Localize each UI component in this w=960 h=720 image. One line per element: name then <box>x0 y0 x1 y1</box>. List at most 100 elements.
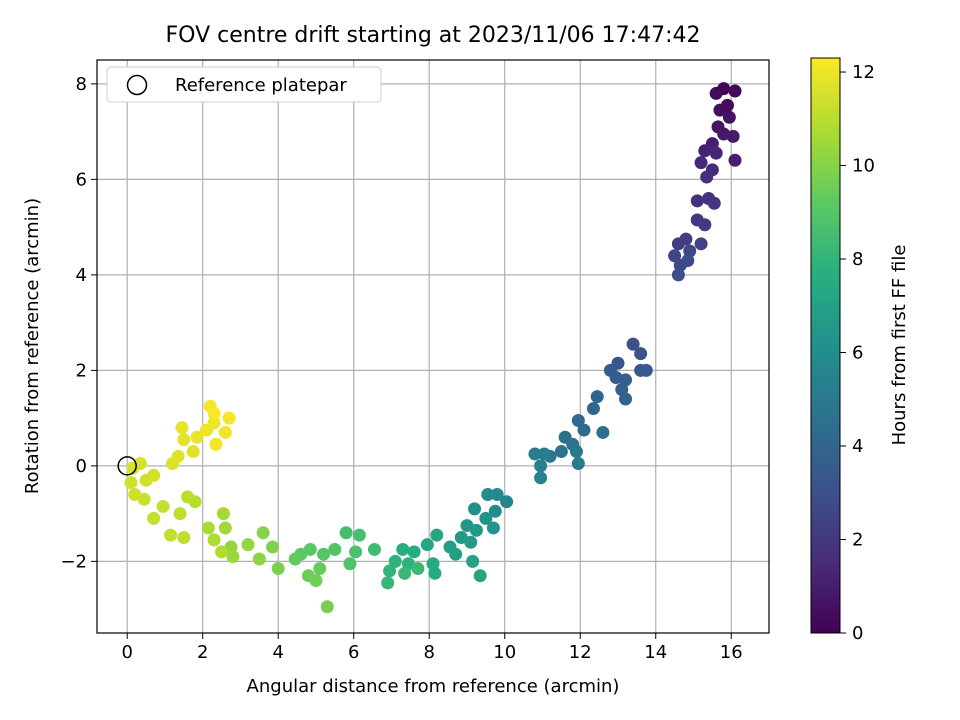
data-point <box>309 573 323 587</box>
data-point <box>156 499 170 513</box>
data-point <box>490 488 504 502</box>
data-point <box>407 545 421 559</box>
data-point <box>317 547 331 561</box>
y-tick-label: 6 <box>76 169 87 190</box>
x-tick-label: 6 <box>348 642 359 663</box>
data-point <box>420 538 434 552</box>
data-point <box>381 576 395 590</box>
y-axis-ticks: −2 0 2 4 6 8 <box>60 74 97 572</box>
data-point <box>266 540 280 554</box>
data-point <box>124 476 138 490</box>
x-tick-label: 0 <box>121 642 132 663</box>
data-point <box>207 406 221 420</box>
legend-label-reference: Reference platepar <box>175 75 347 96</box>
x-tick-label: 8 <box>423 642 434 663</box>
x-tick-label: 4 <box>272 642 283 663</box>
x-tick-label: 10 <box>493 642 516 663</box>
data-point <box>215 545 229 559</box>
data-point <box>128 488 142 502</box>
data-point <box>226 550 240 564</box>
data-point <box>428 566 442 580</box>
data-point <box>430 528 444 542</box>
data-point <box>586 402 600 416</box>
data-point <box>700 170 714 184</box>
data-point <box>671 268 685 282</box>
data-point <box>218 425 232 439</box>
data-point <box>186 445 200 459</box>
data-point <box>528 447 542 461</box>
data-point <box>698 144 712 158</box>
data-point <box>679 232 693 246</box>
x-axis-label: Angular distance from reference (arcmin) <box>247 676 620 697</box>
colorbar-tick-label: 0 <box>852 623 863 644</box>
data-point <box>398 566 412 580</box>
data-point <box>537 447 551 461</box>
colorbar: 0 2 4 6 8 10 12 Hours from first FF file <box>810 57 910 644</box>
y-tick-label: 0 <box>76 456 87 477</box>
data-point <box>619 392 633 406</box>
legend-box <box>106 66 382 103</box>
data-point <box>554 445 568 459</box>
data-point <box>349 545 363 559</box>
data-point <box>722 110 736 124</box>
x-tick-label: 14 <box>644 642 667 663</box>
data-point <box>469 523 483 537</box>
data-point <box>534 459 548 473</box>
data-point <box>339 526 353 540</box>
data-point <box>241 538 255 552</box>
data-point <box>388 554 402 568</box>
data-point <box>147 468 161 482</box>
gridlines <box>97 60 769 633</box>
data-point <box>596 425 610 439</box>
data-point <box>690 194 704 208</box>
data-point <box>626 337 640 351</box>
data-point <box>313 562 327 576</box>
y-tick-label: −2 <box>60 551 87 572</box>
data-point <box>464 535 478 549</box>
x-tick-label: 2 <box>197 642 208 663</box>
data-point <box>569 445 583 459</box>
data-point <box>222 411 236 425</box>
data-point <box>181 490 195 504</box>
data-point <box>173 507 187 521</box>
data-point <box>396 542 410 556</box>
x-tick-label: 12 <box>569 642 592 663</box>
data-point <box>288 552 302 566</box>
colorbar-tick-label: 12 <box>852 62 875 83</box>
data-point <box>713 103 727 117</box>
data-point <box>207 416 221 430</box>
data-point <box>468 502 482 516</box>
y-tick-label: 8 <box>76 74 87 95</box>
data-point <box>256 526 270 540</box>
data-point <box>216 507 230 521</box>
data-point <box>201 521 215 535</box>
reference-point-marker <box>117 456 137 476</box>
colorbar-label: Hours from first FF file <box>889 245 910 446</box>
colorbar-tick-label: 2 <box>852 530 863 551</box>
colorbar-tick-label: 10 <box>852 156 875 177</box>
data-point <box>271 562 285 576</box>
data-point <box>534 471 548 485</box>
data-point <box>728 153 742 167</box>
data-point <box>367 542 381 556</box>
y-tick-label: 2 <box>76 360 87 381</box>
x-tick-label: 16 <box>720 642 743 663</box>
colorbar-ticks: 0 2 4 6 8 10 12 <box>840 62 875 644</box>
y-axis-label: Rotation from reference (arcmin) <box>22 198 43 494</box>
colorbar-tick-label: 4 <box>852 436 863 457</box>
y-tick-label: 4 <box>76 265 87 286</box>
data-point <box>726 129 740 143</box>
data-point <box>709 146 723 160</box>
data-point <box>252 552 266 566</box>
data-point <box>449 547 463 561</box>
data-point <box>177 433 191 447</box>
data-point <box>177 531 191 544</box>
data-point <box>473 569 487 583</box>
data-point <box>175 421 189 435</box>
data-point <box>500 495 514 509</box>
data-point <box>639 363 653 377</box>
chart-title: FOV centre drift starting at 2023/11/06 … <box>166 23 701 48</box>
data-point <box>466 554 480 568</box>
colorbar-tick-label: 8 <box>852 249 863 270</box>
